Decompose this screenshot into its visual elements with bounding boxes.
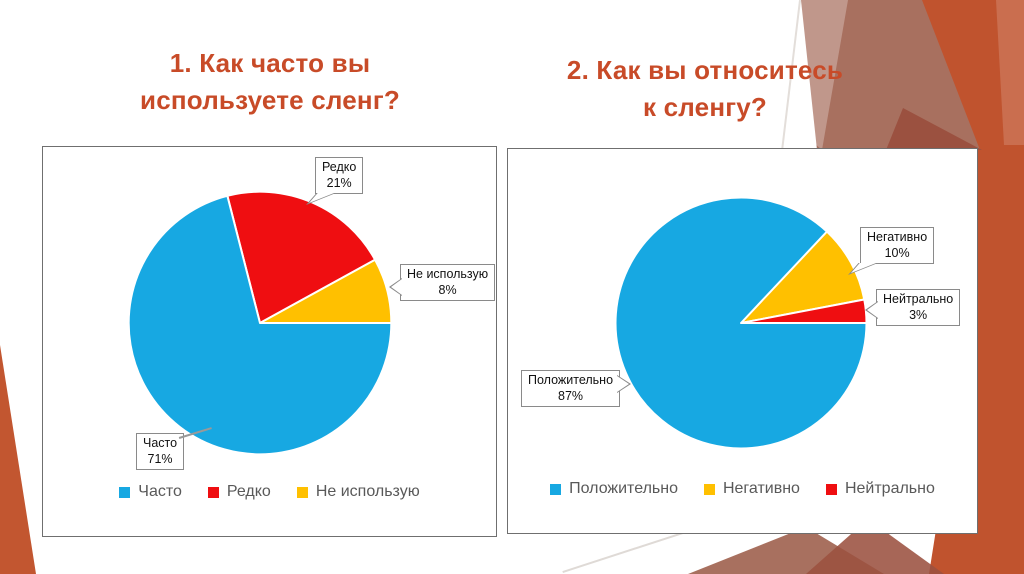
data-label-chasto-pct: 71% <box>147 451 173 466</box>
pie-slice-Положительно <box>614 196 868 450</box>
callout-pointer-redko-fill <box>309 193 334 203</box>
data-label-ne-ispolzuyu-name: Не использую <box>407 267 489 281</box>
legend-swatch-polozhitelno <box>550 483 562 495</box>
data-label-redko-name: Редко <box>322 160 357 174</box>
data-label-ne-ispolzuyu: Не использую 8% <box>400 264 496 301</box>
pie-slice-Негативно <box>740 230 866 324</box>
chart-2-title: 2. Как вы относитесь к сленгу? <box>505 52 905 126</box>
chart-1-title: 1. Как часто вы используете сленг? <box>60 45 480 119</box>
legend-swatch-ne-ispolzuyu <box>296 486 308 498</box>
data-label-neutralno-pct: 3% <box>909 307 928 322</box>
callout-pointer-neutralno-fill <box>867 302 878 318</box>
legend-item-ne-ispolzuyu: Не использую <box>296 483 420 501</box>
legend-item-negativno: Негативно <box>703 480 800 498</box>
legend-item-polozhitelno: Положительно <box>550 480 678 498</box>
legend-swatch-redko <box>207 486 219 498</box>
legend-swatch-chasto <box>119 486 131 498</box>
data-label-redko: Редко 21% <box>315 157 364 194</box>
data-label-negativno-name: Негативно <box>867 230 928 244</box>
chart-2-title-line-1: 2. Как вы относитесь <box>566 55 844 85</box>
data-label-polozhitelno-pct: 87% <box>558 388 584 403</box>
legend-swatch-negativno <box>703 483 715 495</box>
pie-chart-1 <box>126 189 394 457</box>
data-label-neutralno-name: Нейтрально <box>883 292 954 306</box>
data-label-polozhitelno: Положительно 87% <box>521 370 621 407</box>
data-label-polozhitelno-name: Положительно <box>528 373 614 387</box>
chart-panel-1: Редко 21% Не использую 8% Часто 71% Част… <box>42 146 497 537</box>
callout-pointer-ne-ispolzuyu-fill <box>391 279 402 295</box>
legend-label-neutralno: Нейтрально <box>844 480 935 497</box>
legend-item-redko: Редко <box>207 483 271 501</box>
pie-slice-Часто <box>127 194 393 456</box>
legend-item-chasto: Часто <box>119 483 182 501</box>
legend-label-negativno: Негативно <box>722 480 800 497</box>
data-label-ne-ispolzuyu-pct: 8% <box>438 282 457 297</box>
legend-label-chasto: Часто <box>138 483 182 500</box>
chart-2-title-line-2: к сленгу? <box>642 92 767 122</box>
pie-chart-2 <box>613 195 869 451</box>
chart-panel-2: Негативно 10% Нейтрально 3% Положительно… <box>507 148 978 534</box>
chart-1-legend: Часто Редко Не использую <box>43 483 496 501</box>
legend-label-ne-ispolzuyu: Не использую <box>315 483 420 500</box>
data-label-neutralno: Нейтрально 3% <box>876 289 961 326</box>
data-label-chasto-name: Часто <box>143 436 178 450</box>
data-label-redko-pct: 21% <box>326 175 352 190</box>
legend-swatch-neutralno <box>825 483 837 495</box>
data-label-negativno-pct: 10% <box>884 245 910 260</box>
legend-label-polozhitelno: Положительно <box>569 480 678 497</box>
data-label-chasto: Часто 71% <box>136 433 185 470</box>
chart-1-title-line-2: используете сленг? <box>140 85 400 115</box>
legend-item-neutralno: Нейтрально <box>825 480 935 498</box>
pie-slice-Редко <box>226 190 377 325</box>
callout-pointer-negativno-fill <box>851 263 876 273</box>
chart-1-title-line-1: 1. Как часто вы <box>169 48 371 78</box>
legend-label-redko: Редко <box>226 483 271 500</box>
chart-2-legend: Положительно Негативно Нейтрально <box>508 480 977 498</box>
data-label-negativno: Негативно 10% <box>860 227 935 264</box>
